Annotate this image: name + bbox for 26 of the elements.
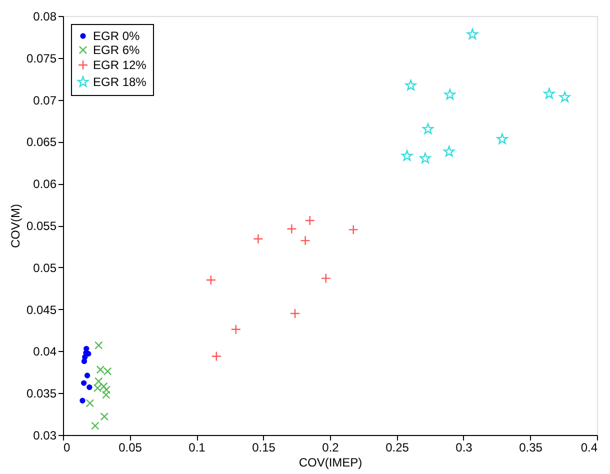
y-tick-label: 0.08 bbox=[33, 10, 57, 24]
x-tick-label: 0.3 bbox=[456, 440, 473, 454]
y-tick-label: 0.03 bbox=[33, 428, 57, 442]
x-tick-label: 0.35 bbox=[519, 440, 543, 454]
x-tick-label: 0 bbox=[64, 440, 70, 454]
y-tick-label: 0.07 bbox=[33, 93, 57, 108]
legend-label: EGR 6% bbox=[93, 43, 140, 57]
x-tick-label: 0.4 bbox=[580, 440, 598, 454]
y-tick-label: 0.035 bbox=[26, 386, 57, 401]
y-tick-label: 0.065 bbox=[26, 135, 57, 150]
x-tick-label: 0.25 bbox=[386, 440, 410, 454]
y-tick-label: 0.05 bbox=[33, 260, 57, 275]
legend-label: EGR 0% bbox=[93, 29, 140, 43]
y-tick-label: 0.045 bbox=[26, 302, 57, 317]
x-axis-title: COV(IMEP) bbox=[298, 456, 362, 470]
y-axis-title: COV(M) bbox=[8, 204, 22, 248]
y-tick-label: 0.055 bbox=[26, 219, 57, 233]
x-tick-label: 0.15 bbox=[252, 440, 276, 454]
x-tick-label: 0.1 bbox=[188, 440, 206, 454]
y-tick-label: 0.06 bbox=[33, 177, 57, 192]
x-tick-label: 0.2 bbox=[322, 440, 340, 454]
legend-label: EGR 12% bbox=[93, 58, 147, 72]
x-tick-label: 0.05 bbox=[118, 440, 142, 454]
y-tick-label: 0.075 bbox=[26, 51, 57, 66]
y-tick-label: 0.04 bbox=[33, 344, 57, 359]
legend-label: EGR 18% bbox=[93, 75, 147, 89]
